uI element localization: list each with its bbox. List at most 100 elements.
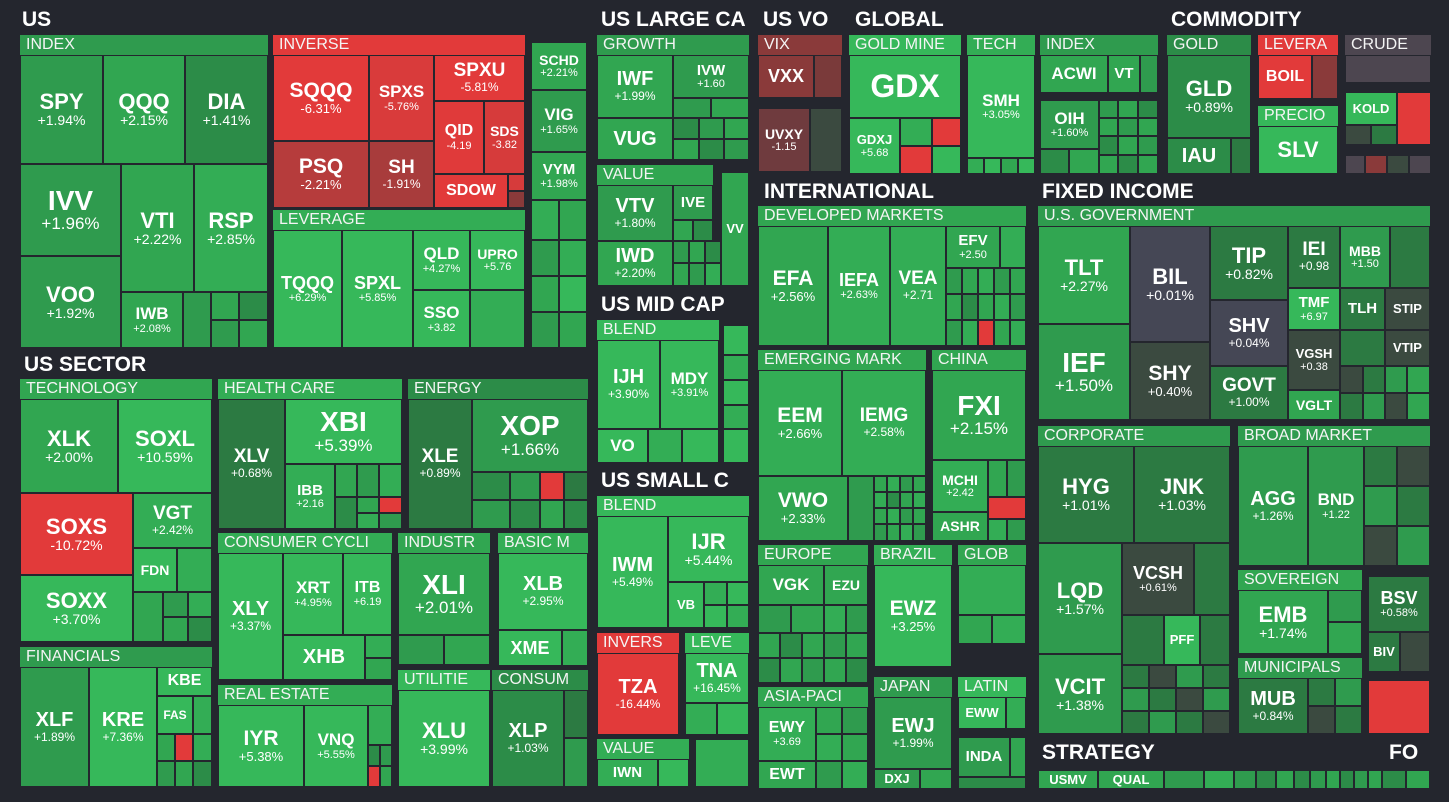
tile-unlabeled[interactable] bbox=[379, 513, 402, 529]
tile-spxu[interactable]: SPXU -5.81% bbox=[434, 55, 525, 101]
tile-unlabeled[interactable] bbox=[711, 98, 749, 118]
tile-unlabeled[interactable] bbox=[193, 696, 212, 734]
tile-soxs[interactable]: SOXS -10.72% bbox=[20, 493, 133, 575]
tile-qual[interactable]: QUAL bbox=[1098, 770, 1164, 789]
tile-unlabeled[interactable] bbox=[531, 200, 559, 240]
tile-mbb[interactable]: MBB +1.50 bbox=[1340, 226, 1390, 288]
tile-unlabeled[interactable] bbox=[1371, 125, 1397, 145]
tile-unlabeled[interactable] bbox=[824, 658, 846, 683]
tile-unlabeled[interactable] bbox=[1138, 118, 1158, 136]
tile-unlabeled[interactable] bbox=[1099, 118, 1118, 136]
tile-unlabeled[interactable] bbox=[1149, 711, 1176, 734]
tile-unlabeled[interactable] bbox=[946, 320, 962, 346]
tile-tip[interactable]: TIP +0.82% bbox=[1210, 226, 1288, 300]
tile-unlabeled[interactable] bbox=[1010, 268, 1026, 294]
tile-ief[interactable]: IEF +1.50% bbox=[1038, 324, 1130, 420]
tile-unlabeled[interactable] bbox=[704, 605, 727, 628]
tile-unlabeled[interactable] bbox=[368, 745, 380, 766]
tile-kold[interactable]: KOLD bbox=[1345, 92, 1397, 125]
tile-unlabeled[interactable] bbox=[1203, 711, 1230, 734]
subgroup-value[interactable]: VALUE bbox=[597, 739, 689, 759]
tile-vym[interactable]: VYM +1.98% bbox=[531, 152, 587, 200]
tile-unlabeled[interactable] bbox=[978, 268, 994, 294]
subgroup-developed-markets[interactable]: DEVELOPED MARKETS bbox=[758, 206, 1026, 226]
tile-unlabeled[interactable] bbox=[157, 734, 175, 761]
subgroup-china[interactable]: CHINA bbox=[932, 350, 1026, 370]
tile-hyg[interactable]: HYG +1.01% bbox=[1038, 446, 1134, 543]
tile-unlabeled[interactable] bbox=[1122, 615, 1164, 665]
tile-vug[interactable]: VUG bbox=[597, 118, 673, 160]
tile-unlabeled[interactable] bbox=[758, 633, 780, 658]
tile-unlabeled[interactable] bbox=[1176, 665, 1203, 688]
tile-ijr[interactable]: IJR +5.44% bbox=[668, 516, 749, 582]
tile-slv[interactable]: SLV bbox=[1258, 126, 1338, 174]
tile-pff[interactable]: PFF bbox=[1164, 615, 1200, 665]
tile-unlabeled[interactable] bbox=[1149, 665, 1176, 688]
tile-unlabeled[interactable] bbox=[470, 290, 525, 348]
tile-shv[interactable]: SHV +0.04% bbox=[1210, 300, 1288, 366]
tile-unlabeled[interactable] bbox=[472, 500, 510, 529]
tile-ewt[interactable]: EWT bbox=[758, 761, 816, 789]
tile-unlabeled[interactable] bbox=[1397, 486, 1430, 526]
tile-emb[interactable]: EMB +1.74% bbox=[1238, 590, 1328, 654]
tile-acwi[interactable]: ACWI bbox=[1040, 55, 1108, 93]
tile-unlabeled[interactable] bbox=[673, 139, 699, 160]
subgroup-vix[interactable]: VIX bbox=[758, 35, 842, 55]
tile-unlabeled[interactable] bbox=[962, 320, 978, 346]
tile-unlabeled[interactable] bbox=[1310, 770, 1326, 789]
tile-mchi[interactable]: MCHI +2.42 bbox=[932, 460, 988, 512]
tile-unlabeled[interactable] bbox=[978, 320, 994, 346]
tile-oih[interactable]: OIH +1.60% bbox=[1040, 100, 1099, 149]
tile-ewj[interactable]: EWJ +1.99% bbox=[874, 697, 952, 769]
tile-vgk[interactable]: VGK bbox=[758, 565, 824, 605]
subgroup-growth[interactable]: GROWTH bbox=[597, 35, 749, 55]
tile-vcsh[interactable]: VCSH +0.61% bbox=[1122, 543, 1194, 615]
tile-agg[interactable]: AGG +1.26% bbox=[1238, 446, 1308, 566]
tile-unlabeled[interactable] bbox=[958, 615, 992, 644]
tile-mdy[interactable]: MDY +3.91% bbox=[660, 340, 719, 429]
tile-sdow[interactable]: SDOW bbox=[434, 174, 508, 208]
tile-unlabeled[interactable] bbox=[758, 605, 791, 633]
tile-unlabeled[interactable] bbox=[1069, 149, 1099, 174]
tile-vea[interactable]: VEA +2.71 bbox=[890, 226, 946, 346]
subgroup-asia-paci[interactable]: ASIA-PACI bbox=[758, 687, 868, 707]
tile-unlabeled[interactable] bbox=[559, 312, 587, 348]
tile-unlabeled[interactable] bbox=[1409, 155, 1431, 174]
tile-unlabeled[interactable] bbox=[1368, 680, 1430, 734]
tile-unlabeled[interactable] bbox=[658, 759, 689, 787]
tile-unlabeled[interactable] bbox=[780, 658, 802, 683]
tile-unlabeled[interactable] bbox=[723, 429, 749, 463]
tile-unlabeled[interactable] bbox=[357, 464, 379, 497]
tile-unlabeled[interactable] bbox=[559, 200, 587, 240]
tile-unlabeled[interactable] bbox=[946, 294, 962, 320]
subgroup-industr[interactable]: INDUSTR bbox=[398, 533, 490, 553]
tile-unlabeled[interactable] bbox=[802, 658, 824, 683]
tile-iwd[interactable]: IWD +2.20% bbox=[597, 241, 673, 286]
tile-unlabeled[interactable] bbox=[1368, 770, 1382, 789]
subgroup-u-s-government[interactable]: U.S. GOVERNMENT bbox=[1038, 206, 1430, 226]
tile-unlabeled[interactable] bbox=[1397, 446, 1430, 486]
tile-ive[interactable]: IVE bbox=[673, 185, 713, 220]
tile-ibb[interactable]: IBB +2.16 bbox=[285, 464, 335, 529]
subgroup-value[interactable]: VALUE bbox=[597, 165, 713, 185]
tile-xlb[interactable]: XLB +2.95% bbox=[498, 553, 588, 630]
tile-unlabeled[interactable] bbox=[1308, 706, 1335, 734]
subgroup-index[interactable]: INDEX bbox=[1040, 35, 1158, 55]
tile-unlabeled[interactable] bbox=[682, 429, 719, 463]
tile-unlabeled[interactable] bbox=[673, 241, 689, 263]
tile-unlabeled[interactable] bbox=[1385, 366, 1407, 393]
subgroup-precio[interactable]: PRECIO bbox=[1258, 106, 1338, 126]
tile-tqqq[interactable]: TQQQ +6.29% bbox=[273, 230, 342, 348]
tile-spxs[interactable]: SPXS -5.76% bbox=[369, 55, 434, 141]
tile-unlabeled[interactable] bbox=[1340, 330, 1385, 366]
tile-unlabeled[interactable] bbox=[913, 476, 926, 492]
tile-unlabeled[interactable] bbox=[1326, 770, 1340, 789]
tile-iyr[interactable]: IYR +5.38% bbox=[218, 705, 304, 787]
tile-unlabeled[interactable] bbox=[1204, 770, 1234, 789]
tile-unlabeled[interactable] bbox=[157, 761, 175, 787]
tile-unlabeled[interactable] bbox=[984, 158, 1001, 174]
tile-gld[interactable]: GLD +0.89% bbox=[1167, 55, 1251, 138]
tile-unlabeled[interactable] bbox=[705, 263, 721, 286]
tile-unlabeled[interactable] bbox=[988, 497, 1026, 519]
tile-uvxy[interactable]: UVXY -1.15 bbox=[758, 108, 810, 172]
